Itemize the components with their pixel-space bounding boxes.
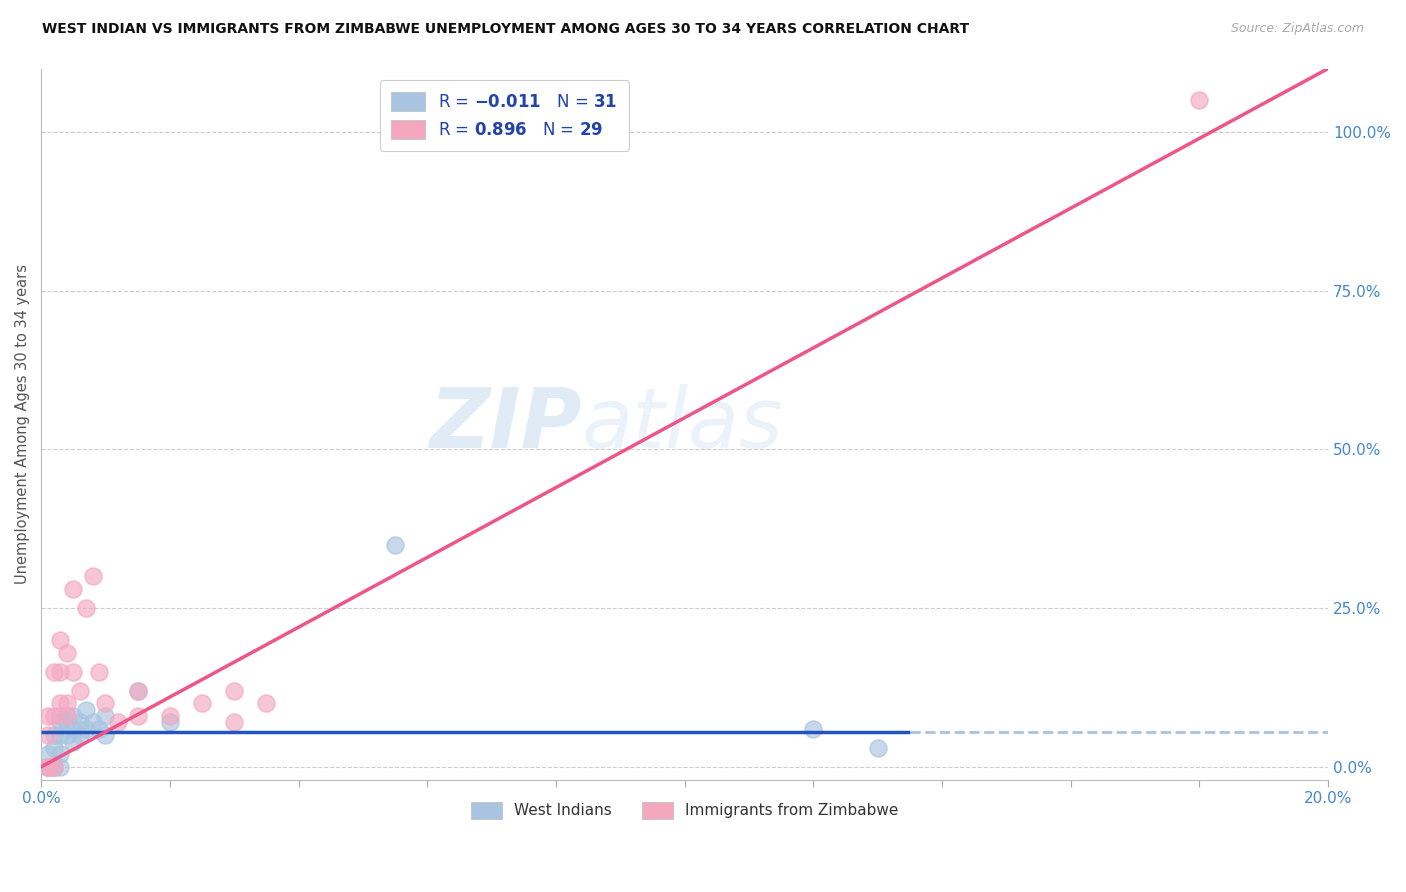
Point	[49, 747, 72, 762]
Point	[75, 601, 97, 615]
Point	[62, 734, 84, 748]
Point	[127, 683, 149, 698]
Point	[42, 740, 65, 755]
Point	[37, 760, 59, 774]
Point	[254, 697, 277, 711]
Point	[75, 722, 97, 736]
Point	[37, 760, 59, 774]
Text: WEST INDIAN VS IMMIGRANTS FROM ZIMBABWE UNEMPLOYMENT AMONG AGES 30 TO 34 YEARS C: WEST INDIAN VS IMMIGRANTS FROM ZIMBABWE …	[42, 22, 969, 37]
Point	[37, 747, 59, 762]
Point	[49, 697, 72, 711]
Text: ZIP: ZIP	[429, 384, 582, 465]
Point	[49, 715, 72, 730]
Point	[127, 709, 149, 723]
Point	[56, 709, 79, 723]
Point	[801, 722, 824, 736]
Text: atlas: atlas	[582, 384, 783, 465]
Point	[56, 715, 79, 730]
Point	[94, 709, 117, 723]
Point	[37, 709, 59, 723]
Point	[42, 709, 65, 723]
Text: Source: ZipAtlas.com: Source: ZipAtlas.com	[1230, 22, 1364, 36]
Point	[75, 703, 97, 717]
Point	[69, 728, 91, 742]
Point	[69, 683, 91, 698]
Point	[37, 760, 59, 774]
Point	[37, 760, 59, 774]
Point	[87, 665, 110, 679]
Point	[62, 722, 84, 736]
Point	[94, 697, 117, 711]
Point	[224, 715, 246, 730]
Point	[49, 709, 72, 723]
Point	[49, 728, 72, 742]
Point	[82, 715, 104, 730]
Point	[42, 760, 65, 774]
Legend: West Indians, Immigrants from Zimbabwe: West Indians, Immigrants from Zimbabwe	[465, 796, 904, 825]
Point	[42, 665, 65, 679]
Point	[1188, 93, 1211, 107]
Point	[42, 760, 65, 774]
Point	[62, 665, 84, 679]
Point	[42, 760, 65, 774]
Y-axis label: Unemployment Among Ages 30 to 34 years: Unemployment Among Ages 30 to 34 years	[15, 264, 30, 584]
Point	[87, 722, 110, 736]
Point	[49, 632, 72, 647]
Point	[56, 709, 79, 723]
Point	[62, 582, 84, 596]
Point	[224, 683, 246, 698]
Point	[159, 715, 181, 730]
Point	[866, 740, 889, 755]
Point	[56, 646, 79, 660]
Point	[49, 760, 72, 774]
Point	[42, 728, 65, 742]
Point	[62, 709, 84, 723]
Point	[56, 697, 79, 711]
Point	[107, 715, 129, 730]
Point	[94, 728, 117, 742]
Point	[56, 728, 79, 742]
Point	[82, 569, 104, 583]
Point	[49, 665, 72, 679]
Point	[127, 683, 149, 698]
Point	[159, 709, 181, 723]
Point	[69, 715, 91, 730]
Point	[191, 697, 214, 711]
Point	[384, 538, 406, 552]
Point	[37, 728, 59, 742]
